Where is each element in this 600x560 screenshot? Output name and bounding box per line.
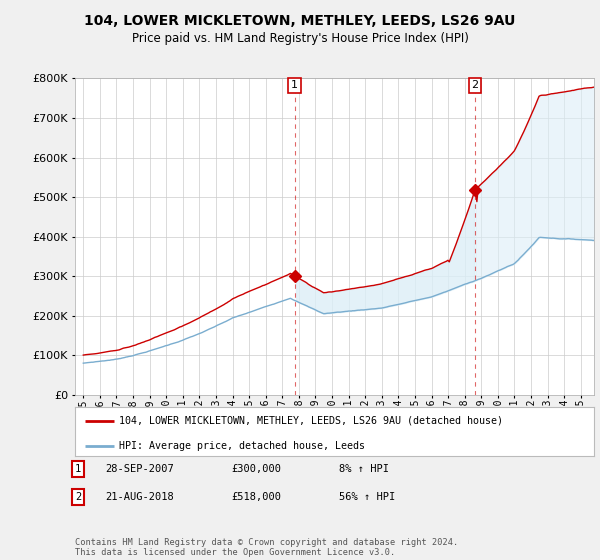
Text: 2: 2: [75, 492, 81, 502]
Text: 104, LOWER MICKLETOWN, METHLEY, LEEDS, LS26 9AU: 104, LOWER MICKLETOWN, METHLEY, LEEDS, L…: [85, 14, 515, 28]
Text: 21-AUG-2018: 21-AUG-2018: [105, 492, 174, 502]
Text: 1: 1: [291, 81, 298, 90]
Text: Price paid vs. HM Land Registry's House Price Index (HPI): Price paid vs. HM Land Registry's House …: [131, 32, 469, 45]
Text: £300,000: £300,000: [231, 464, 281, 474]
Text: £518,000: £518,000: [231, 492, 281, 502]
Text: 1: 1: [75, 464, 81, 474]
Text: 104, LOWER MICKLETOWN, METHLEY, LEEDS, LS26 9AU (detached house): 104, LOWER MICKLETOWN, METHLEY, LEEDS, L…: [119, 416, 503, 426]
Text: 8% ↑ HPI: 8% ↑ HPI: [339, 464, 389, 474]
Text: HPI: Average price, detached house, Leeds: HPI: Average price, detached house, Leed…: [119, 441, 365, 451]
Text: 28-SEP-2007: 28-SEP-2007: [105, 464, 174, 474]
Text: Contains HM Land Registry data © Crown copyright and database right 2024.
This d: Contains HM Land Registry data © Crown c…: [75, 538, 458, 557]
Text: 56% ↑ HPI: 56% ↑ HPI: [339, 492, 395, 502]
Text: 2: 2: [472, 81, 479, 90]
